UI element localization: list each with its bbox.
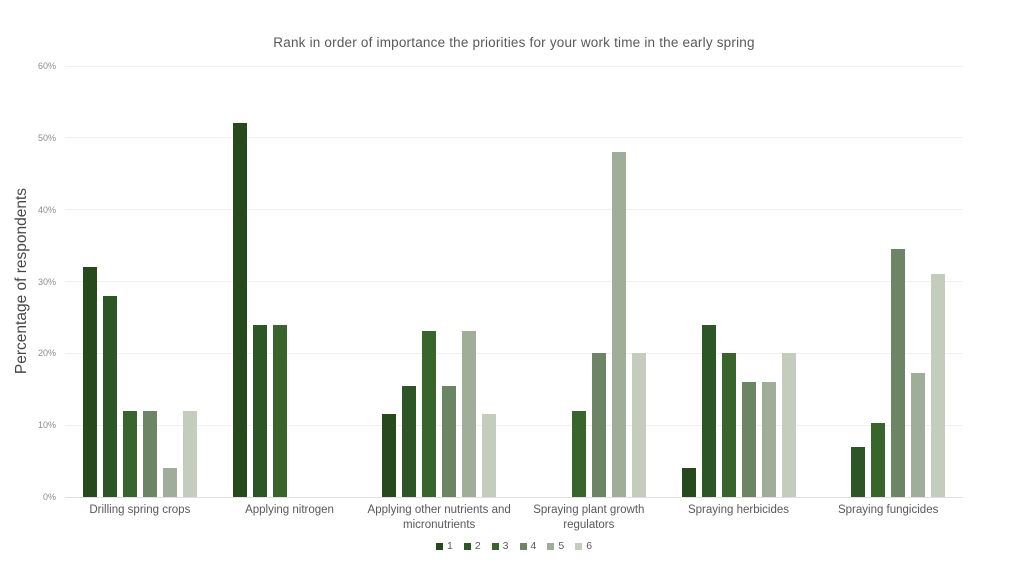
legend-label: 6 bbox=[586, 540, 593, 552]
bar-series-1-2 bbox=[232, 123, 247, 497]
legend-label: 1 bbox=[446, 540, 453, 552]
gridline bbox=[65, 281, 963, 282]
legend-item-4: 4 bbox=[519, 540, 537, 552]
y-tick-label: 10% bbox=[37, 420, 56, 431]
bar-series-1-5 bbox=[681, 468, 696, 497]
y-tick-label: 50% bbox=[37, 132, 56, 143]
bar-series-5-4 bbox=[611, 152, 626, 497]
bar-series-4-5 bbox=[741, 382, 756, 497]
gridline bbox=[65, 352, 963, 354]
bar-series-3-3 bbox=[422, 331, 437, 497]
category-label: Drilling spring crops bbox=[89, 504, 191, 516]
y-tick-label: 20% bbox=[37, 348, 56, 359]
bar-series-5-3 bbox=[462, 331, 477, 497]
gridline bbox=[65, 137, 963, 139]
bar-series-3-5 bbox=[721, 353, 736, 497]
legend-swatch bbox=[491, 542, 499, 550]
x-axis-line bbox=[65, 497, 963, 498]
bar-series-4-6 bbox=[891, 249, 906, 497]
y-tick-label: 0% bbox=[42, 492, 56, 502]
category-label: Spraying herbicides bbox=[687, 504, 789, 516]
bar-series-2-3 bbox=[402, 386, 417, 497]
legend-swatch bbox=[575, 542, 583, 550]
gridline bbox=[65, 65, 963, 67]
legend: 1 2 3 4 5 6 bbox=[65, 540, 963, 552]
category-label: Spraying plant growth regulators bbox=[533, 504, 645, 531]
x-axis-labels: Drilling spring crops Applying nitrogen Ap… bbox=[65, 503, 963, 537]
category-label: Applying nitrogen bbox=[245, 504, 334, 516]
bar-series-5-5 bbox=[761, 382, 776, 497]
bar-series-4-4 bbox=[591, 353, 606, 497]
legend-item-6: 6 bbox=[575, 540, 592, 552]
bar-series-1-1 bbox=[82, 267, 97, 497]
bar-series-3-6 bbox=[871, 423, 886, 497]
bar-series-1-3 bbox=[382, 414, 397, 497]
bar-series-5-1 bbox=[162, 468, 177, 497]
bar-series-6-5 bbox=[781, 353, 796, 497]
bar-series-3-4 bbox=[571, 410, 586, 497]
bar-series-4-1 bbox=[142, 410, 157, 497]
bar-series-2-1 bbox=[102, 295, 117, 497]
y-tick-label: 40% bbox=[37, 204, 56, 215]
legend-label: 3 bbox=[502, 540, 509, 552]
legend-item-5: 5 bbox=[547, 540, 564, 552]
legend-swatch bbox=[463, 542, 471, 550]
y-tick-label: 60% bbox=[37, 61, 56, 71]
y-tick-label: 30% bbox=[37, 276, 56, 287]
legend-item-1: 1 bbox=[435, 540, 453, 552]
legend-label: 4 bbox=[530, 540, 537, 552]
legend-swatch bbox=[547, 542, 555, 550]
bar-series-6-3 bbox=[482, 414, 497, 497]
bar-series-2-5 bbox=[701, 324, 716, 497]
bar-series-3-2 bbox=[272, 324, 287, 497]
legend-item-3: 3 bbox=[491, 540, 509, 552]
bar-series-2-2 bbox=[252, 324, 267, 497]
legend-swatch bbox=[519, 542, 527, 550]
legend-item-2: 2 bbox=[463, 540, 481, 552]
legend-label: 5 bbox=[558, 540, 565, 552]
bar-series-5-6 bbox=[911, 373, 926, 497]
bar-series-3-1 bbox=[122, 410, 137, 497]
gridline bbox=[65, 424, 963, 426]
bar-series-2-6 bbox=[851, 447, 866, 497]
chart-title: Rank in order of importance the prioriti… bbox=[273, 35, 755, 50]
bar-series-6-1 bbox=[182, 410, 197, 497]
legend-swatch bbox=[435, 542, 443, 550]
bar-series-6-4 bbox=[631, 353, 646, 497]
category-label: Spraying fungicides bbox=[837, 504, 939, 516]
bar-series-6-6 bbox=[931, 274, 946, 497]
plot-area: 0% 10% 20% 30% 40% 50% 60% bbox=[38, 61, 963, 502]
category-label: Applying other nutrients and micronutrie… bbox=[367, 504, 511, 531]
legend-label: 2 bbox=[474, 540, 481, 552]
gridline bbox=[65, 209, 963, 211]
bar-series-4-3 bbox=[442, 386, 457, 497]
